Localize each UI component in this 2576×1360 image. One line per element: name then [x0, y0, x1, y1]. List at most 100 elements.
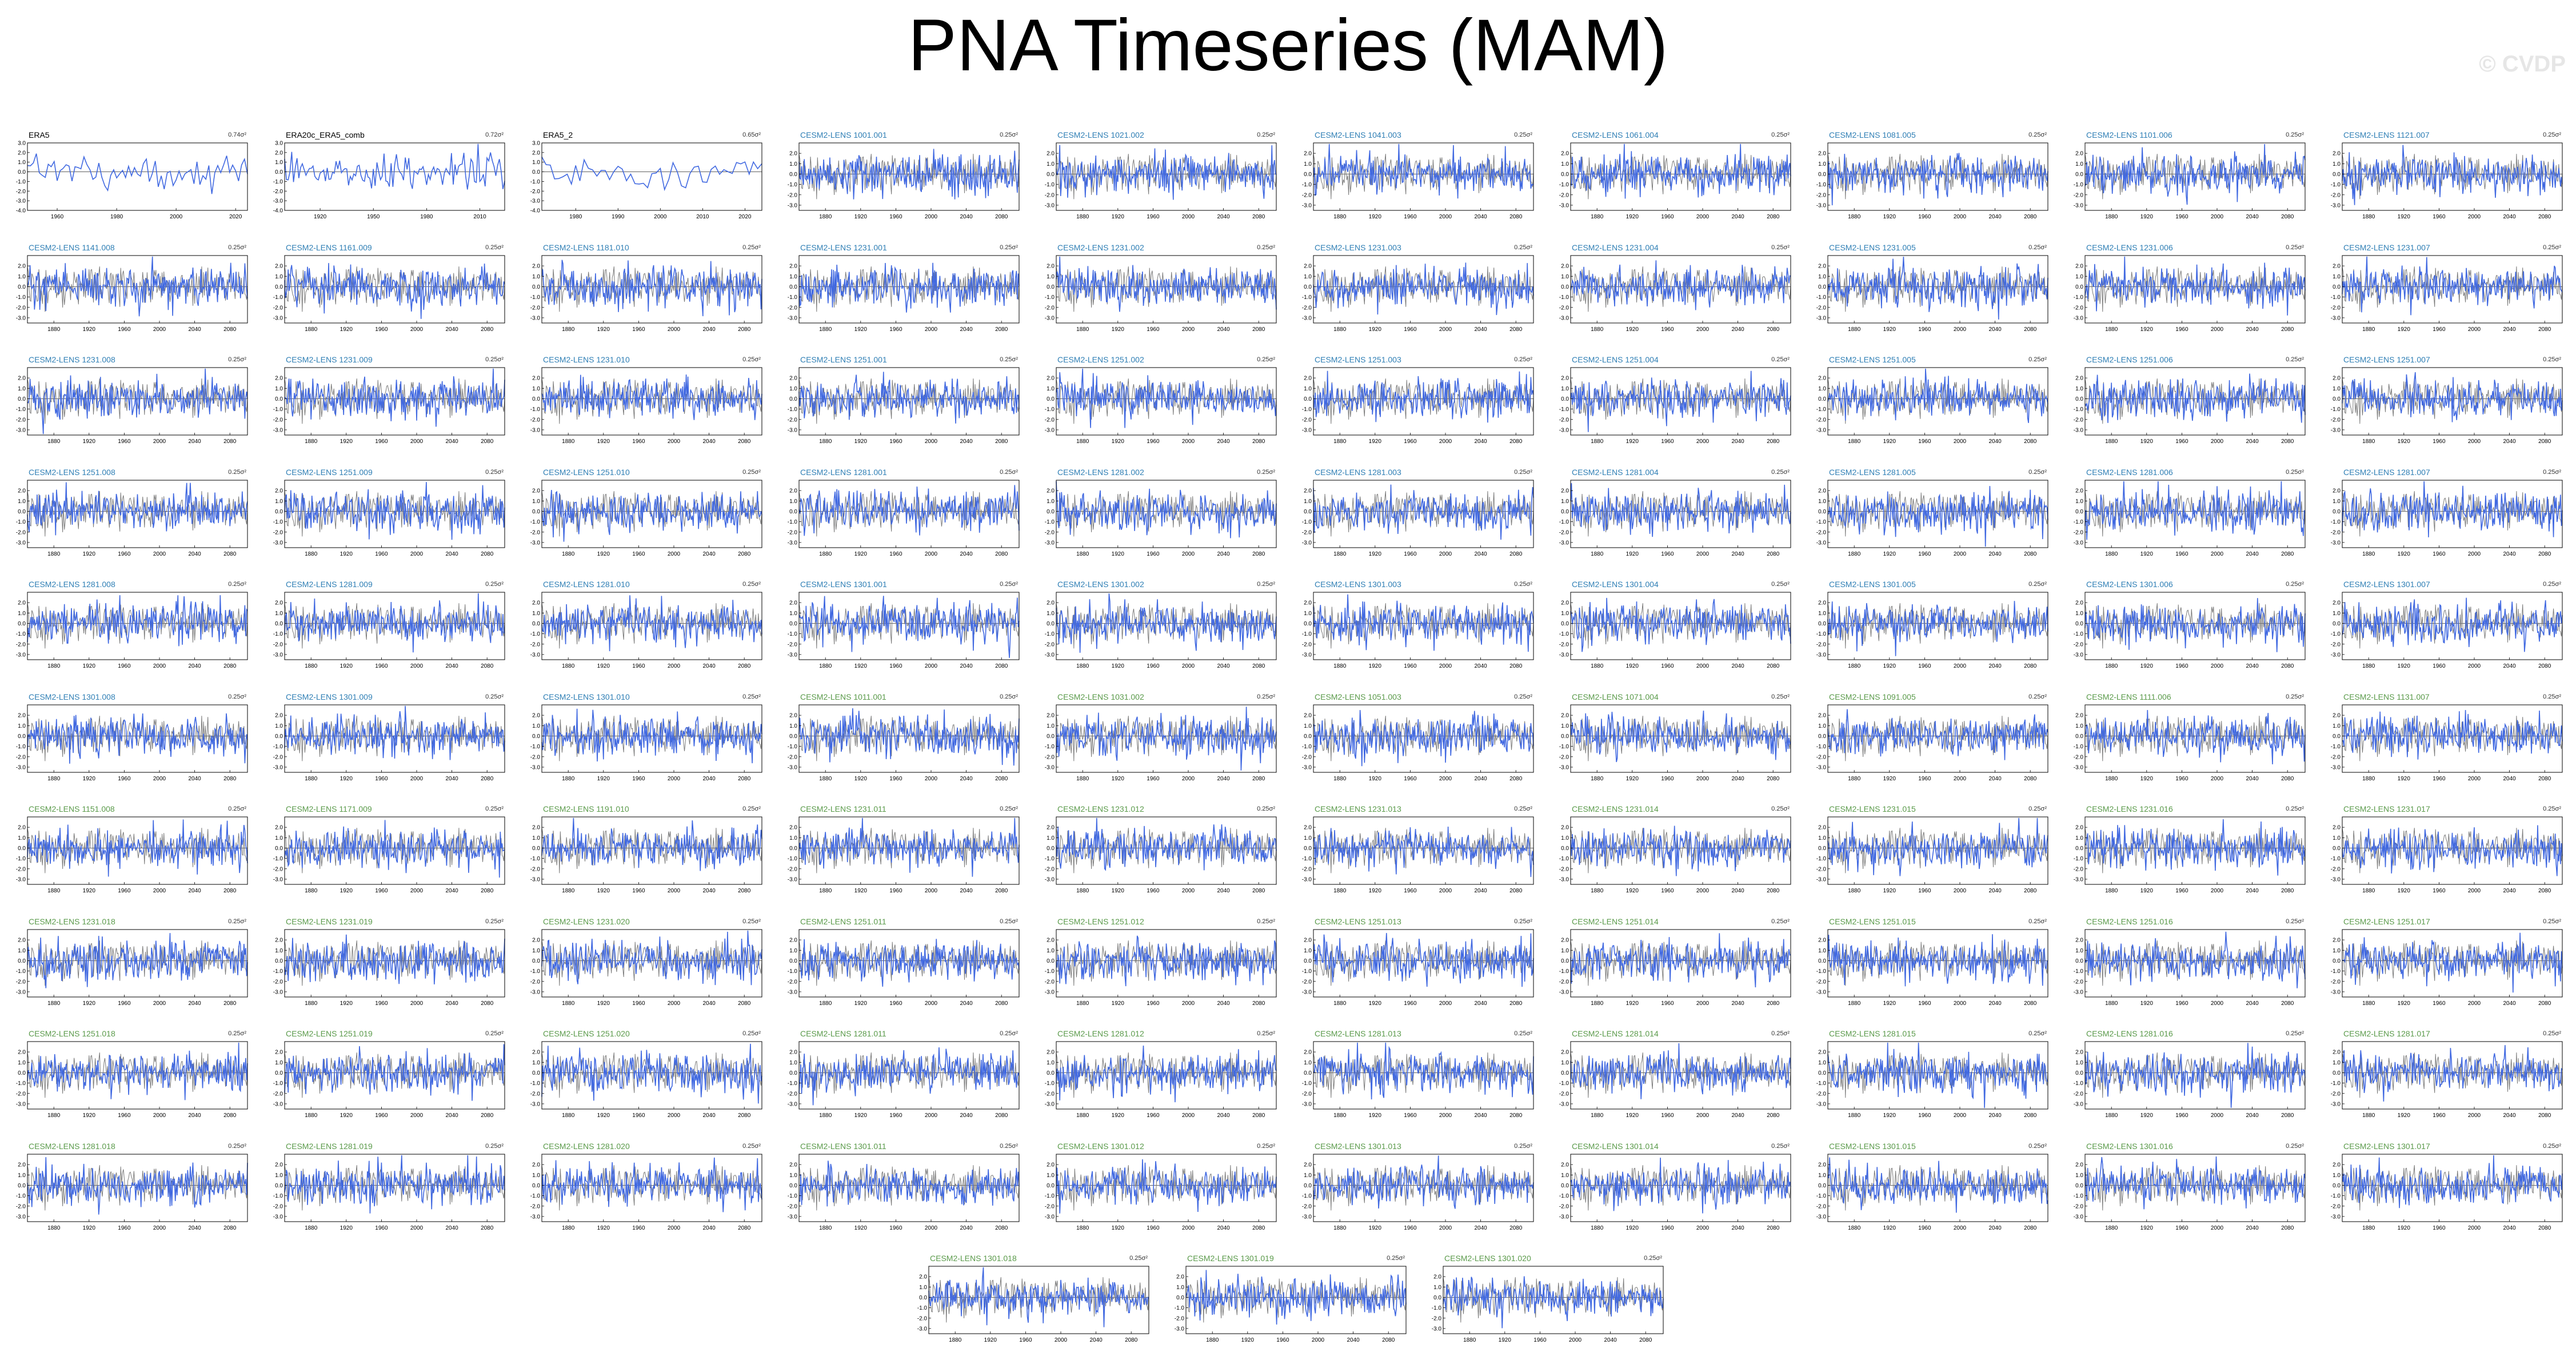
x-tick-label: 1920 [1112, 888, 1125, 894]
y-tick-label: 2.0 [275, 600, 283, 607]
y-tick-label: -3.0 [2074, 540, 2084, 546]
x-tick-label: 2040 [1988, 663, 2002, 669]
y-tick-label: 1.0 [1304, 611, 1312, 617]
y-tick-label: 0.0 [18, 1070, 26, 1076]
y-tick-label: 0.0 [1561, 1070, 1569, 1076]
pna-series-line [541, 930, 762, 985]
timeseries-panel: CESM2-LENS 1281.015 0.25σ² 2.0 1.0 0.0 -1.0 -2… [1816, 1029, 2048, 1119]
ensemble-series-line [1313, 154, 1534, 200]
x-tick-label: 2080 [995, 1112, 1008, 1119]
y-tick-label: -2.0 [530, 979, 541, 985]
x-tick-label: 2080 [2538, 1225, 2551, 1231]
panel-title: CESM2-LENS 1101.006 [2086, 130, 2172, 139]
y-tick-label: -2.0 [16, 641, 26, 648]
y-tick-label: -2.0 [530, 1203, 541, 1210]
panel-variance-label: 0.25σ² [1000, 805, 1018, 812]
x-tick-label: 2080 [2281, 663, 2294, 669]
x-tick-label: 2080 [1252, 663, 1265, 669]
x-tick-label: 1880 [1076, 888, 1089, 894]
y-tick-label: 1.0 [1047, 1172, 1055, 1178]
y-tick-label: -1.0 [1302, 182, 1312, 188]
y-tick-label: 1.0 [1047, 273, 1055, 280]
plot-frame [1313, 480, 1534, 548]
panel-title: CESM2-LENS 1231.006 [2086, 242, 2173, 252]
x-tick-label: 1960 [1019, 1337, 1032, 1343]
y-tick-label: 2.0 [1047, 825, 1055, 831]
timeseries-panel: CESM2-LENS 1071.004 0.25σ² 2.0 1.0 0.0 -1.0 -2… [1559, 692, 1791, 782]
x-tick-label: 2080 [2024, 776, 2037, 782]
y-tick-label: -3.0 [1302, 540, 1312, 546]
y-tick-label: -2.0 [1559, 979, 1569, 985]
x-tick-label: 1920 [984, 1337, 997, 1343]
x-tick-label: 2040 [960, 551, 973, 557]
x-tick-label: 2040 [1731, 438, 1744, 445]
timeseries-panel: CESM2-LENS 1251.018 0.25σ² 2.0 1.0 0.0 -1.0 -2… [16, 1029, 248, 1119]
y-tick-label: 0.0 [1047, 396, 1055, 402]
y-tick-label: 2.0 [1561, 1162, 1569, 1168]
y-tick-label: 0.0 [1561, 621, 1569, 627]
pna-series-line [1570, 825, 1791, 876]
y-tick-label: -1.0 [273, 856, 283, 862]
x-tick-label: 1960 [375, 438, 388, 445]
x-tick-label: 1960 [2175, 1112, 2188, 1119]
plot-frame [2084, 142, 2306, 211]
y-tick-label: -2.0 [788, 866, 798, 872]
y-tick-label: 1.0 [1047, 723, 1055, 729]
x-tick-label: 1880 [1333, 326, 1347, 333]
timeseries-panel: CESM2-LENS 1301.014 0.25σ² 2.0 1.0 0.0 -1.0 -2… [1559, 1142, 1791, 1231]
x-tick-label: 1960 [1404, 888, 1417, 894]
x-tick-label: 2040 [702, 888, 716, 894]
x-tick-label: 1960 [632, 1225, 645, 1231]
plot-frame [1827, 142, 2048, 211]
y-tick-label: -2.0 [788, 754, 798, 760]
x-tick-label: 2040 [702, 326, 716, 333]
x-tick-label: 2000 [2211, 888, 2224, 894]
x-tick-label: 2080 [2024, 214, 2037, 220]
x-tick-label: 1880 [2362, 551, 2375, 557]
y-tick-label: -2.0 [788, 641, 798, 648]
x-tick-label: 2000 [1439, 1112, 1452, 1119]
plot-frame [1570, 704, 1791, 772]
y-tick-label: 2.0 [2075, 937, 2083, 943]
x-tick-label: 1960 [1404, 1112, 1417, 1119]
y-tick-label: 2.0 [1047, 376, 1055, 382]
y-tick-label: 0.0 [1818, 621, 1826, 627]
y-tick-label: -2.0 [1045, 1203, 1055, 1210]
panel-variance-label: 0.25σ² [1000, 468, 1018, 476]
y-tick-label: -2.0 [2331, 1203, 2341, 1210]
timeseries-panel: CESM2-LENS 1171.009 0.25σ² 2.0 1.0 0.0 -1.0 -2… [273, 804, 505, 894]
x-tick-label: 2040 [1474, 326, 1487, 333]
y-tick-label: 2.0 [1818, 825, 1826, 831]
x-tick-label: 1960 [889, 214, 902, 220]
x-tick-label: 1920 [2140, 551, 2154, 557]
y-tick-label: 0.0 [532, 845, 540, 852]
x-tick-label: 1880 [1076, 776, 1089, 782]
timeseries-panel: CESM2-LENS 1121.007 0.25σ² 2.0 1.0 0.0 -1.0 -2… [2331, 130, 2563, 220]
x-tick-label: 1960 [1661, 1225, 1674, 1231]
panel-title: ERA20c_ERA5_comb [286, 130, 365, 139]
plot-frame [2342, 1041, 2563, 1110]
y-tick-label: 0.0 [1433, 1295, 1441, 1301]
y-tick-label: 0.0 [1304, 1070, 1312, 1076]
panel-title: CESM2-LENS 1231.013 [1315, 804, 1401, 813]
y-tick-label: -4.0 [273, 208, 283, 214]
y-tick-label: 2.0 [2075, 376, 2083, 382]
x-tick-label: 2080 [2281, 1225, 2294, 1231]
plot-frame [1827, 1041, 2048, 1110]
pna-series-line [27, 713, 248, 764]
plot-frame [284, 367, 505, 436]
timeseries-panel: CESM2-LENS 1231.002 0.25σ² 2.0 1.0 0.0 -1.0 -2… [1045, 243, 1277, 333]
y-tick-label: -1.0 [2074, 1080, 2084, 1087]
ensemble-series-line [2084, 378, 2306, 424]
x-tick-label: 1960 [2433, 214, 2446, 220]
y-tick-label: -1.0 [1559, 519, 1569, 525]
x-tick-label: 2080 [223, 1112, 237, 1119]
pna-series-line [1570, 932, 1791, 987]
x-tick-label: 2040 [2246, 663, 2259, 669]
y-tick-label: 2.0 [18, 376, 26, 382]
x-tick-label: 1920 [1626, 551, 1639, 557]
y-tick-label: 0.0 [1561, 958, 1569, 964]
x-tick-label: 2080 [2281, 551, 2294, 557]
